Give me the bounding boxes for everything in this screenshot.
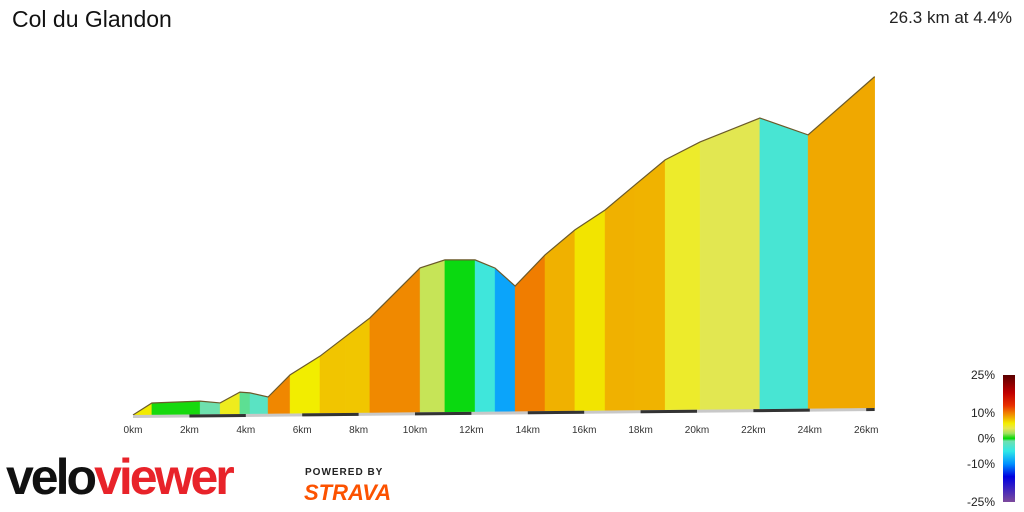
gradient-segment [634,159,666,411]
x-tick-label: 10km [403,425,427,436]
gradient-segment [289,355,321,414]
floor-km-band [640,409,698,414]
x-tick-label: 24km [798,425,822,436]
gradient-stripes [132,76,876,416]
gradient-segment [699,117,761,410]
powered-by-label: POWERED BY [305,467,384,478]
gradient-segment [474,259,496,413]
x-axis-ticks: 0km 2km 4km 6km 8km 10km 12km 14km 16km 18km 20km 2… [124,425,879,436]
gradient-segment [759,117,809,410]
gradient-segment [344,317,371,414]
x-tick-label: 12km [459,425,483,436]
x-tick-label: 0km [124,425,143,436]
legend-label: 25% [971,368,995,382]
gradient-color-bar [1003,375,1015,502]
x-tick-label: 8km [349,425,368,436]
x-tick-label: 18km [628,425,652,436]
gradient-segment [444,259,476,413]
legend-label: -10% [967,457,995,471]
gradient-segment [369,267,421,414]
gradient-segment [319,336,346,414]
gradient-segment [664,141,701,411]
floor-km-band [414,411,472,416]
gradient-segment [604,184,636,411]
climb-summary: 26.3 km at 4.4% [889,8,1012,27]
x-tick-label: 4km [236,425,255,436]
floor-km-band [753,408,810,413]
legend-label: -25% [967,495,995,509]
legend-label: 10% [971,406,995,420]
gradient-segment [574,209,606,412]
strava-logo[interactable]: STRAVA [304,480,392,505]
gradient-segment [419,259,446,413]
gradient-segment [514,254,546,412]
x-tick-label: 26km [854,425,878,436]
legend-label: 0% [978,432,996,446]
x-tick-label: 2km [180,425,199,436]
floor-km-band [527,410,585,415]
gradient-segment [239,391,251,415]
page-title: Col du Glandon [12,6,172,32]
x-tick-label: 6km [293,425,312,436]
floor-km-band [302,412,359,417]
veloviewer-logo[interactable]: veloviewer [6,449,235,505]
gradient-segment [494,267,516,412]
x-tick-label: 20km [685,425,709,436]
x-tick-label: 16km [572,425,596,436]
x-tick-label: 14km [516,425,540,436]
gradient-legend: 25% 10% 0% -10% -25% [967,368,1015,509]
gradient-segment [219,391,241,415]
profile-outline [132,76,876,416]
gradient-segment [544,229,576,412]
floor-km-band [189,413,246,418]
x-tick-label: 22km [741,425,765,436]
distance-floor [133,408,875,418]
